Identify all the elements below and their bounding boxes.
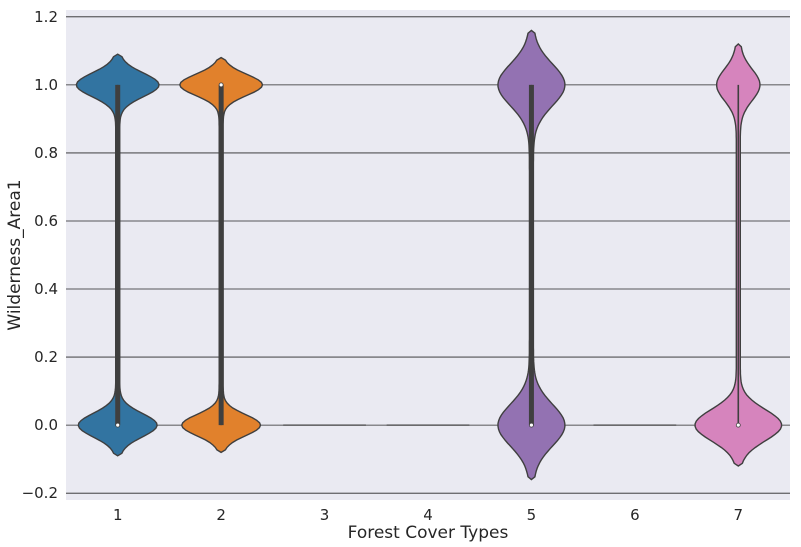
violin-median: [115, 422, 121, 428]
x-tick-label: 7: [734, 506, 744, 524]
y-tick-label: 0.2: [34, 348, 58, 366]
x-tick-labels: 1 2 3 4 5 6 7: [113, 506, 743, 524]
violin-median: [218, 82, 224, 88]
y-tick-label: −0.2: [22, 484, 58, 502]
y-tick-label: 1.0: [34, 76, 58, 94]
x-tick-label: 2: [216, 506, 226, 524]
y-axis-label: Wilderness_Area1: [5, 179, 25, 330]
plot-background: [66, 10, 790, 500]
y-tick-label: 1.2: [34, 8, 58, 26]
x-tick-label: 6: [630, 506, 640, 524]
violin-cat-7: [694, 43, 783, 467]
violin-median: [735, 422, 741, 428]
violin-cat-2: [179, 56, 264, 454]
x-tick-label: 5: [527, 506, 537, 524]
violin-cat-1: [75, 53, 160, 457]
x-tick-label: 4: [423, 506, 433, 524]
y-tick-label: 0.4: [34, 280, 58, 298]
x-tick-label: 1: [113, 506, 123, 524]
y-tick-label: 0.6: [34, 212, 58, 230]
y-tick-label: 0.8: [34, 144, 58, 162]
violin-bodies: [75, 29, 783, 481]
violin-cat-5: [497, 29, 566, 481]
x-axis-label: Forest Cover Types: [348, 523, 509, 543]
y-tick-labels: −0.2 0.0 0.2 0.4 0.6 0.8 1.0 1.2: [22, 8, 58, 502]
y-tick-label: 0.0: [34, 416, 58, 434]
violin-median: [529, 422, 534, 428]
x-tick-label: 3: [320, 506, 330, 524]
